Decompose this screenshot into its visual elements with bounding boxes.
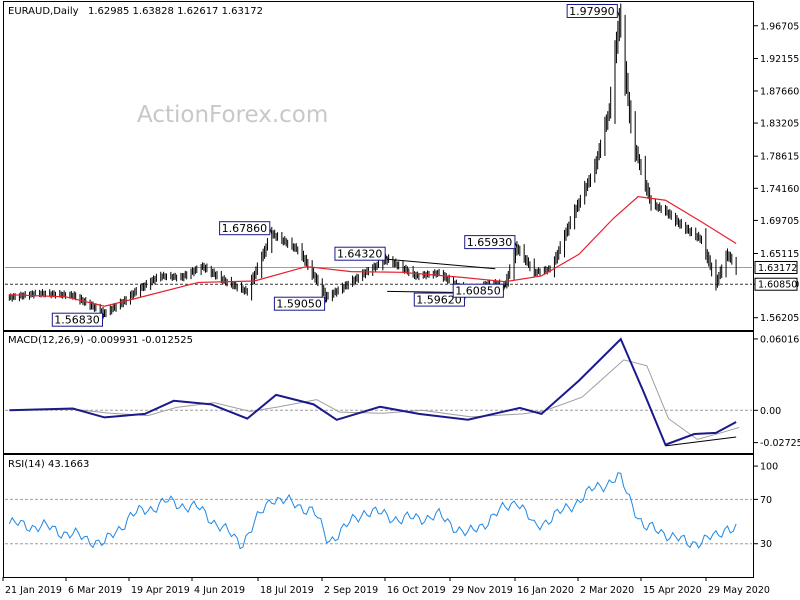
price-header: EURAUD,Daily 1.62985 1.63828 1.62617 1.6… xyxy=(8,6,263,17)
rsi-panel-frame xyxy=(3,454,754,578)
date-tick-label: 29 May 2020 xyxy=(708,585,770,596)
price-annotation-box xyxy=(413,292,465,307)
macd-tick-label: -0.02725 xyxy=(760,438,800,449)
price-tag-box xyxy=(754,277,798,291)
price-annotation-box xyxy=(566,3,618,18)
date-tick-label: 19 Apr 2019 xyxy=(131,585,190,596)
rsi-plot xyxy=(5,472,752,550)
rsi-tick-label: 70 xyxy=(760,495,772,506)
macd-header: MACD(12,26,9) -0.009931 -0.012525 xyxy=(8,335,193,346)
price-tick-label: 1.74160 xyxy=(760,184,799,195)
price-annotation-label: 1.59050 xyxy=(276,298,322,311)
price-annotation-label: 1.67860 xyxy=(222,222,267,235)
date-tick-label: 16 Jan 2020 xyxy=(517,585,574,596)
price-annotation-label: 1.97990 xyxy=(569,5,615,18)
price-annotation-label: 1.59620 xyxy=(416,294,462,307)
macd-line xyxy=(9,337,737,446)
ohlc-values: 1.62985 1.63828 1.62617 1.63172 xyxy=(88,6,263,17)
symbol-label: EURAUD,Daily xyxy=(8,6,79,17)
macd-plot xyxy=(5,337,752,447)
price-annotation-box xyxy=(334,246,386,261)
price-trendline xyxy=(387,258,496,270)
price-tag-box xyxy=(754,260,798,274)
rsi-header: RSI(14) 43.1663 xyxy=(8,459,89,470)
watermark: ActionForex.com xyxy=(137,102,328,128)
price-tick-label: 1.96705 xyxy=(760,21,799,32)
price-annotation-box xyxy=(273,296,326,311)
price-annotation-box xyxy=(452,283,504,298)
date-tick-label: 2 Mar 2020 xyxy=(580,585,634,596)
price-annotation-label: 1.64320 xyxy=(337,248,383,261)
price-plot: 1.97990 1.67860 1.64320 1.65930 1.59050 1.596… xyxy=(5,3,752,327)
price-tick-label: 1.83205 xyxy=(760,119,799,130)
rsi-tick-label: 100 xyxy=(760,462,778,473)
moving-average-line xyxy=(9,196,737,307)
price-tick-label: 1.78615 xyxy=(760,152,799,163)
macd-panel-frame xyxy=(3,331,754,454)
price-tick-label: 1.69705 xyxy=(760,216,799,227)
price-tag-label: 1.63172 xyxy=(758,263,797,274)
axes: 1.96705 1.92155 1.87660 1.83205 1.78615 1.741… xyxy=(2,21,800,596)
date-tick-label: 16 Oct 2019 xyxy=(387,585,446,596)
price-annotation-label: 1.65930 xyxy=(467,236,512,249)
rsi-tick-label: 30 xyxy=(760,539,772,550)
price-annotation-box xyxy=(51,312,104,327)
macd-tick-label: 0.00 xyxy=(760,406,781,417)
macd-trendline xyxy=(665,436,737,447)
price-annotation-box xyxy=(464,235,516,250)
price-tick-label: 1.87660 xyxy=(760,86,799,97)
date-tick-label: 15 Apr 2020 xyxy=(643,585,702,596)
price-tick-label: 1.56205 xyxy=(760,313,799,324)
date-tick-label: 4 Jun 2019 xyxy=(194,585,245,596)
price-panel-frame xyxy=(3,1,754,331)
price-tick-label: 1.92155 xyxy=(760,54,799,65)
macd-tick-label: 0.060165 xyxy=(760,334,800,345)
price-annotation-box xyxy=(219,221,271,236)
price-tag-label: 1.60850 xyxy=(758,280,797,291)
price-annotation-label: 1.60850 xyxy=(455,285,501,298)
date-tick-label: 29 Nov 2019 xyxy=(452,585,513,596)
date-tick-label: 18 Jul 2019 xyxy=(260,585,314,596)
date-tick-label: 6 Mar 2019 xyxy=(68,585,122,596)
date-tick-label: 2 Sep 2019 xyxy=(324,585,378,596)
price-annotation-label: 1.56830 xyxy=(54,314,100,327)
macd-signal-line xyxy=(12,359,740,440)
price-tick-label: 1.65115 xyxy=(760,249,799,260)
rsi-line xyxy=(8,472,737,550)
date-tick-label: 21 Jan 2019 xyxy=(5,585,62,596)
